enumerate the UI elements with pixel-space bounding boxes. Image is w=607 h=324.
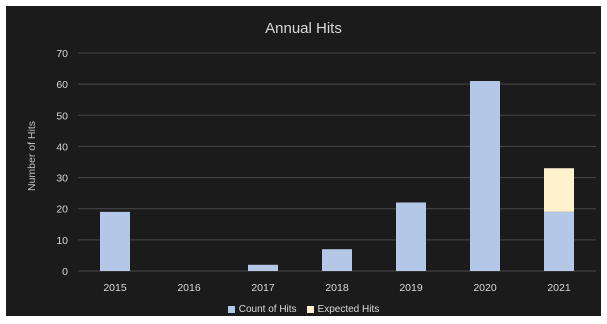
legend: Count of Hits Expected Hits xyxy=(0,304,607,316)
legend-label: Count of Hits xyxy=(238,304,297,315)
legend-swatch xyxy=(306,306,314,313)
y-tick-label: 60 xyxy=(56,79,68,91)
legend-swatch xyxy=(227,306,235,313)
chart-title: Annual Hits xyxy=(265,20,342,37)
x-tick-label: 2019 xyxy=(399,282,423,294)
y-tick-label: 40 xyxy=(56,141,68,153)
bar-count-2019 xyxy=(396,202,426,271)
x-tick-label: 2015 xyxy=(103,282,127,294)
y-tick-label: 0 xyxy=(62,266,68,278)
x-tick-label: 2020 xyxy=(473,282,497,294)
y-tick-label: 50 xyxy=(56,110,68,122)
y-tick-label: 30 xyxy=(56,173,68,185)
bar-count-2021 xyxy=(544,211,574,271)
x-tick-label: 2016 xyxy=(177,282,201,294)
x-tick-label: 2017 xyxy=(251,282,275,294)
bar-expected-2021 xyxy=(544,168,574,212)
y-tick-label: 20 xyxy=(56,204,68,216)
legend-item: Expected Hits xyxy=(306,304,380,315)
legend-item: Count of Hits xyxy=(227,304,297,315)
bar-count-2020 xyxy=(470,81,500,272)
x-tick-label: 2018 xyxy=(325,282,349,294)
bar-count-2018 xyxy=(322,249,352,271)
y-tick-label: 10 xyxy=(56,235,68,247)
bar-count-2017 xyxy=(248,264,278,271)
x-tick-label: 2021 xyxy=(547,282,571,294)
y-tick-label: 70 xyxy=(56,48,68,60)
bar-count-2015 xyxy=(100,211,130,271)
legend-label: Expected Hits xyxy=(317,304,380,315)
